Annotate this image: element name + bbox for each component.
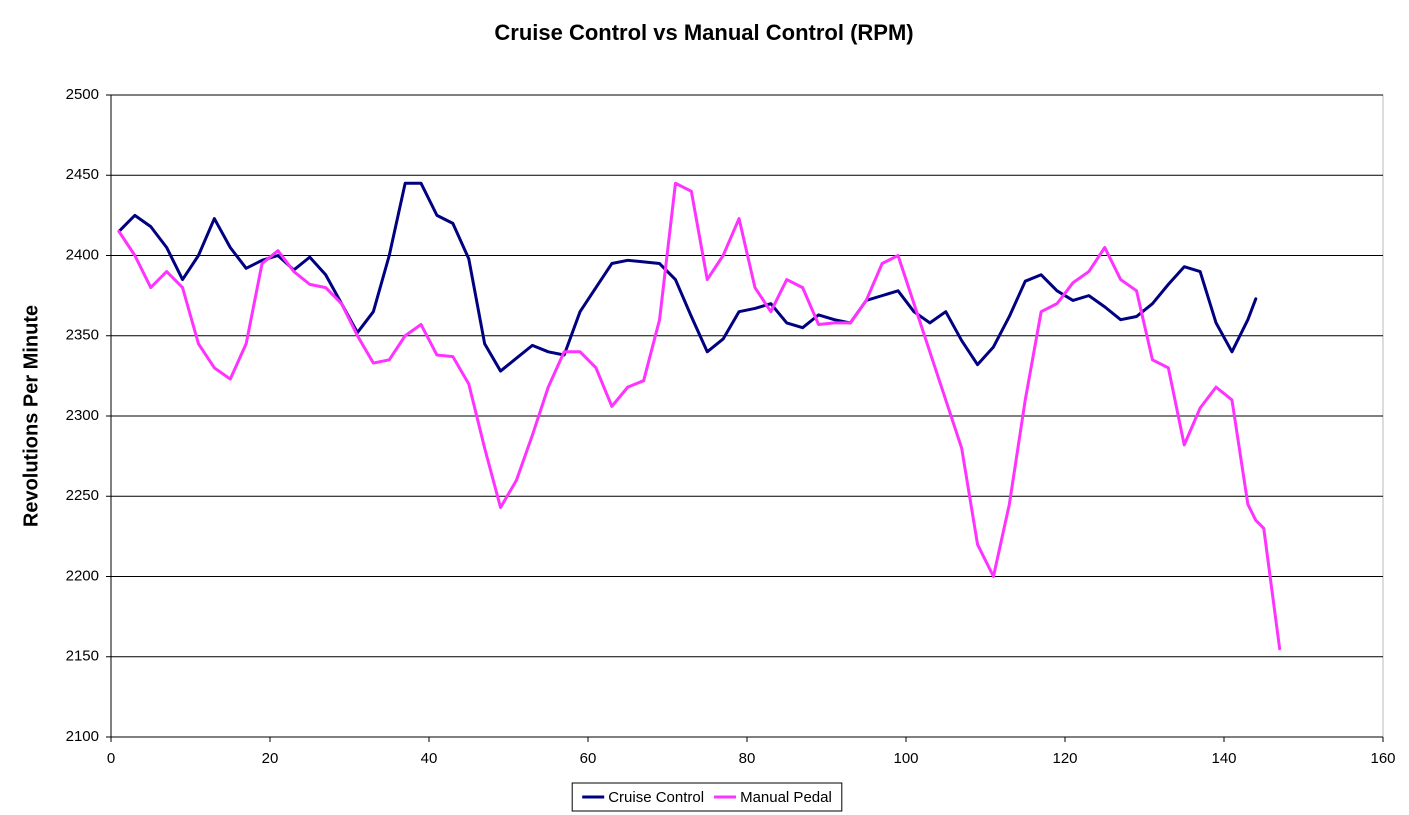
- y-tick-label: 2250: [66, 487, 99, 504]
- y-tick-label: 2350: [66, 327, 99, 344]
- x-tick-label: 60: [580, 750, 597, 767]
- x-tick-label: 40: [421, 750, 438, 767]
- y-tick-label: 2450: [66, 166, 99, 183]
- x-tick-label: 100: [893, 750, 918, 767]
- legend-label: Manual Pedal: [740, 789, 832, 806]
- series-line: [117, 181, 1282, 651]
- y-tick-label: 2400: [66, 246, 99, 263]
- chart-title: Cruise Control vs Manual Control (RPM): [494, 20, 913, 45]
- y-tick-label: 2100: [66, 728, 99, 745]
- y-tick-label: 2200: [66, 567, 99, 584]
- y-tick-label: 2150: [66, 648, 99, 665]
- y-axis-label: Revolutions Per Minute: [20, 305, 42, 527]
- x-tick-label: 0: [107, 750, 115, 767]
- x-tick-label: 140: [1211, 750, 1236, 767]
- series-line: [117, 181, 1258, 373]
- x-tick-label: 160: [1370, 750, 1395, 767]
- legend-box: [571, 782, 843, 812]
- x-tick-label: 120: [1052, 750, 1077, 767]
- x-tick-label: 20: [262, 750, 279, 767]
- y-tick-label: 2300: [66, 407, 99, 424]
- legend: Cruise Control Manual Pedal: [571, 782, 843, 812]
- x-tick-label: 80: [739, 750, 756, 767]
- legend-label: Cruise Control: [608, 789, 704, 806]
- y-tick-label: 2500: [66, 86, 99, 103]
